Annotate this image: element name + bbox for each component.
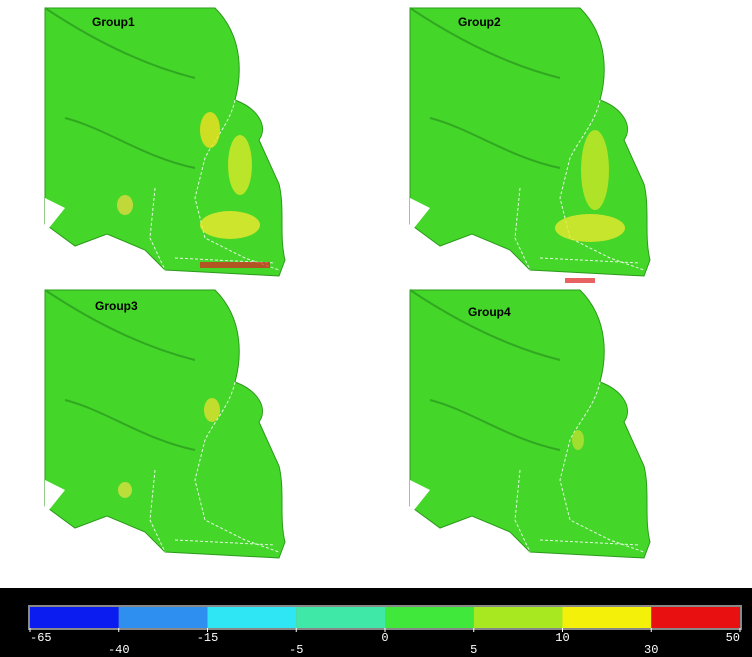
panel-label: Group2 <box>458 15 501 29</box>
stress-spot <box>200 112 220 148</box>
stress-spot <box>555 214 625 242</box>
panel-label: Group4 <box>468 305 511 319</box>
colorbar-segment <box>30 607 119 628</box>
colorbar-tick-label: -5 <box>289 643 303 657</box>
stress-spot <box>200 211 260 239</box>
stress-spot <box>572 430 584 450</box>
stress-spot <box>204 398 220 422</box>
colorbar-tick-label: -15 <box>197 631 219 645</box>
stress-spot <box>565 278 595 283</box>
colorbar-segment <box>651 607 740 628</box>
colorbar-segment <box>296 607 385 628</box>
figure: Group1 Group2 Group3 Group4 -65 -40 -15 -5 0… <box>0 0 752 657</box>
skull-image <box>45 290 285 558</box>
stress-spot <box>228 135 252 195</box>
colorbar-tick-label: 30 <box>644 643 658 657</box>
colorbar-tick-label: -65 <box>30 631 52 645</box>
panel-2: Group2 <box>410 8 650 283</box>
stress-spot <box>200 262 270 268</box>
colorbar-tick-label: -40 <box>108 643 130 657</box>
colorbar-segment <box>119 607 208 628</box>
panel-1: Group1 <box>45 8 285 276</box>
stress-spot <box>581 130 609 210</box>
skull-image <box>410 290 650 558</box>
panel-4: Group4 <box>410 290 650 558</box>
colorbar-segment <box>385 607 474 628</box>
colorbar-tick-label: 5 <box>470 643 477 657</box>
stress-spot <box>117 195 133 215</box>
colorbar-segment <box>208 607 297 628</box>
panel-label: Group1 <box>92 15 135 29</box>
colorbar-tick-label: 0 <box>381 631 388 645</box>
panel-label: Group3 <box>95 299 138 313</box>
panel-3: Group3 <box>45 290 285 558</box>
colorbar-segment <box>474 607 563 628</box>
stress-spot <box>118 482 132 498</box>
colorbar-tick-label: 50 <box>726 631 740 645</box>
colorbar-segment <box>563 607 652 628</box>
colorbar-tick-label: 10 <box>555 631 569 645</box>
